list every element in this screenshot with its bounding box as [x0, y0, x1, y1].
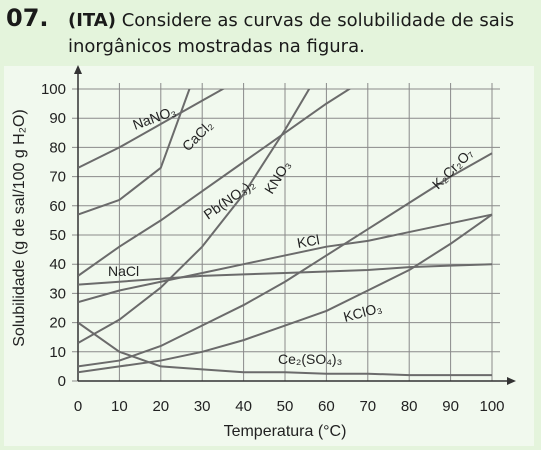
- question-body: Considere as curvas de solubilidade de s…: [68, 10, 515, 57]
- y-tick-label: 30: [49, 285, 66, 302]
- y-tick-label: 0: [58, 373, 66, 390]
- x-tick-label: 70: [359, 398, 376, 415]
- y-tick-label: 80: [49, 139, 66, 156]
- x-tick-label: 100: [479, 398, 504, 415]
- x-tick-label: 40: [235, 398, 252, 415]
- question-text: (ITA) Considere as curvas de solubilidad…: [68, 8, 533, 60]
- y-axis-title: Solubilidade (g de sal/100 g H₂O): [11, 109, 28, 346]
- y-tick-label: 10: [49, 344, 66, 361]
- solubility-curve: [78, 152, 493, 368]
- y-tick-label: 100: [41, 81, 66, 98]
- solubility-curve: [78, 89, 191, 216]
- curves: [78, 89, 493, 377]
- solubility-curve: [78, 89, 352, 277]
- x-tick-label: 80: [401, 398, 418, 415]
- x-axis-title: Temperatura (°C): [224, 423, 347, 440]
- x-tick-label: 30: [194, 398, 211, 415]
- y-tick-label: 70: [49, 169, 66, 186]
- x-tick-label: 90: [442, 398, 459, 415]
- solubility-curve: [78, 89, 225, 169]
- y-tick-label: 20: [49, 315, 66, 332]
- y-axis-arrow: [74, 65, 82, 74]
- y-tick-label: 90: [49, 110, 66, 127]
- solubility-curve: [78, 263, 493, 286]
- chart-background: [4, 66, 534, 446]
- x-tick-label: 0: [74, 398, 82, 415]
- x-tick-label: 60: [318, 398, 335, 415]
- curve-label: NaCl: [108, 263, 139, 279]
- question-source: (ITA): [68, 10, 116, 31]
- solubility-curve: [78, 89, 311, 344]
- y-tick-label: 50: [49, 227, 66, 244]
- solubility-curve: [78, 321, 492, 377]
- curve-label: Ce₂(SO₄)₃: [278, 351, 342, 367]
- x-tick-label: 20: [152, 398, 169, 415]
- x-tick-label: 50: [277, 398, 294, 415]
- y-tick-label: 40: [49, 256, 66, 273]
- x-axis-arrow: [507, 377, 516, 385]
- curve-label: KCl: [296, 231, 321, 251]
- question-number: 07.: [6, 4, 49, 32]
- solubility-curve: [78, 213, 493, 304]
- x-tick-label: 10: [111, 398, 128, 415]
- y-tick-label: 60: [49, 198, 66, 215]
